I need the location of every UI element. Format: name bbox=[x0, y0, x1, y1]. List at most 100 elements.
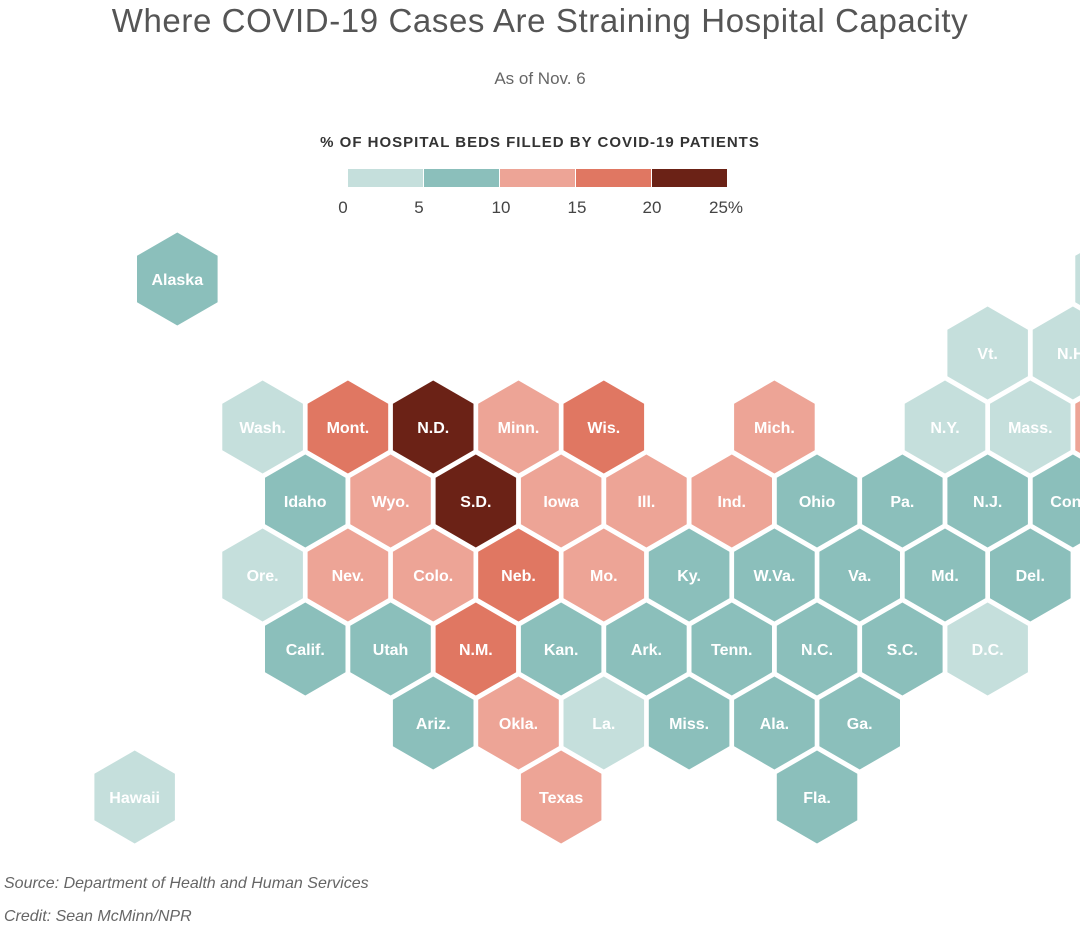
state-hex-n-d: N.D. bbox=[392, 380, 474, 474]
state-hex-del: Del. bbox=[990, 528, 1071, 622]
state-label: S.D. bbox=[460, 494, 491, 511]
state-hex-shape bbox=[222, 528, 303, 622]
state-label: Calif. bbox=[286, 642, 325, 659]
legend-swatch-20-25 bbox=[652, 169, 727, 187]
state-hex-shape bbox=[947, 306, 1028, 400]
state-hex-miss: Miss. bbox=[648, 676, 730, 770]
state-hex-shape bbox=[990, 380, 1071, 474]
state-hex-shape bbox=[392, 380, 474, 474]
state-label: N.M. bbox=[459, 642, 493, 659]
state-hex-tenn: Tenn. bbox=[691, 602, 772, 696]
state-label: Ill. bbox=[638, 494, 656, 511]
state-label: Ky. bbox=[677, 568, 701, 585]
state-hex-md: Md. bbox=[904, 528, 986, 622]
state-hex-va: Va. bbox=[819, 528, 900, 622]
state-hex-ark: Ark. bbox=[606, 602, 687, 696]
state-hex-wis: Wis. bbox=[563, 380, 645, 474]
state-hex-shape bbox=[392, 676, 474, 770]
state-hex-minn: Minn. bbox=[478, 380, 559, 474]
state-hex-mont: Mont. bbox=[307, 380, 389, 474]
state-hex-shape bbox=[265, 602, 346, 696]
state-hex-ore: Ore. bbox=[222, 528, 303, 622]
state-hex-r-i: R.I. bbox=[1075, 401, 1080, 454]
state-hex-nev: Nev. bbox=[307, 528, 389, 622]
legend-tick-20: 20 bbox=[642, 198, 662, 217]
state-hex-ohio: Ohio bbox=[776, 454, 858, 548]
state-label: Idaho bbox=[284, 494, 327, 511]
state-hex-alaska: Alaska bbox=[137, 232, 218, 326]
state-label: Miss. bbox=[669, 716, 709, 733]
state-hex-shape bbox=[307, 380, 389, 474]
state-hex-kan: Kan. bbox=[520, 602, 602, 696]
state-hex-shape bbox=[1032, 454, 1080, 548]
state-hex-mo: Mo. bbox=[563, 528, 645, 622]
legend-title: % OF HOSPITAL BEDS FILLED BY COVID-19 PA… bbox=[320, 134, 760, 151]
state-hex-maine: Maine bbox=[1075, 253, 1080, 306]
state-hex-n-h: N.H. bbox=[1032, 306, 1080, 400]
state-hex-fla: Fla. bbox=[776, 750, 858, 844]
state-hex-shape bbox=[520, 454, 602, 548]
legend-tick-25: 25% bbox=[708, 198, 744, 217]
state-hex-wash: Wash. bbox=[222, 380, 303, 474]
state-label: Nev. bbox=[332, 568, 365, 585]
state-hex-shape bbox=[947, 602, 1028, 696]
state-label: N.D. bbox=[417, 420, 449, 437]
legend-swatch-0-5 bbox=[348, 169, 423, 187]
state-label: Del. bbox=[1016, 568, 1045, 585]
state-hex-shape bbox=[222, 380, 303, 474]
state-hex-shape bbox=[392, 528, 474, 622]
state-hex-shape bbox=[734, 676, 815, 770]
state-hex-shape bbox=[606, 602, 687, 696]
state-hex-mich: Mich. bbox=[734, 380, 815, 474]
state-hex-shape bbox=[478, 528, 559, 622]
state-hex-wyo: Wyo. bbox=[350, 454, 431, 548]
state-label: Ark. bbox=[631, 642, 662, 659]
state-hex-n-y: N.Y. bbox=[904, 380, 986, 474]
state-label: Mass. bbox=[1008, 420, 1052, 437]
state-label: Kan. bbox=[544, 642, 579, 659]
legend-swatch-5-10 bbox=[424, 169, 499, 187]
state-label: Vt. bbox=[977, 346, 997, 363]
state-label: Utah bbox=[373, 642, 409, 659]
state-label: Md. bbox=[931, 568, 959, 585]
state-hex-shape bbox=[904, 528, 986, 622]
legend-tick-10: 10 bbox=[491, 198, 511, 217]
state-label: Mich. bbox=[754, 420, 795, 437]
state-hex-shape bbox=[435, 602, 517, 696]
state-hex-ill: Ill. bbox=[606, 454, 687, 548]
state-label: Ala. bbox=[760, 716, 789, 733]
state-label: Pa. bbox=[890, 494, 914, 511]
state-hex-hawaii: Hawaii bbox=[94, 750, 175, 844]
state-hex-shape bbox=[307, 528, 389, 622]
state-label: Conn. bbox=[1050, 494, 1080, 511]
state-hex-shape bbox=[1075, 401, 1080, 454]
state-hex-shape bbox=[648, 676, 730, 770]
state-hex-n-m: N.M. bbox=[435, 602, 517, 696]
state-hex-ariz: Ariz. bbox=[392, 676, 474, 770]
state-hex-shape bbox=[350, 602, 431, 696]
state-hex-shape bbox=[819, 528, 900, 622]
state-label: Ore. bbox=[247, 568, 279, 585]
state-label: Iowa bbox=[543, 494, 579, 511]
state-label: Neb. bbox=[501, 568, 536, 585]
state-hex-shape bbox=[563, 380, 645, 474]
legend-swatch-10-15 bbox=[500, 169, 575, 187]
state-label: S.C. bbox=[887, 642, 918, 659]
state-label: N.J. bbox=[973, 494, 1002, 511]
state-hex-okla: Okla. bbox=[478, 676, 559, 770]
state-hex-w-va: W.Va. bbox=[734, 528, 815, 622]
state-label: D.C. bbox=[972, 642, 1004, 659]
state-hex-shape bbox=[94, 750, 175, 844]
state-hex-ala: Ala. bbox=[734, 676, 815, 770]
state-hex-conn: Conn. bbox=[1032, 454, 1080, 548]
state-hex-shape bbox=[1075, 253, 1080, 306]
state-label: Ga. bbox=[847, 716, 873, 733]
state-label: Colo. bbox=[413, 568, 453, 585]
state-label: Okla. bbox=[499, 716, 538, 733]
state-label: Wash. bbox=[239, 420, 286, 437]
state-hex-shape bbox=[990, 528, 1071, 622]
state-hex-pa: Pa. bbox=[862, 454, 943, 548]
state-hex-shape bbox=[734, 528, 815, 622]
state-hex-shape bbox=[606, 454, 687, 548]
